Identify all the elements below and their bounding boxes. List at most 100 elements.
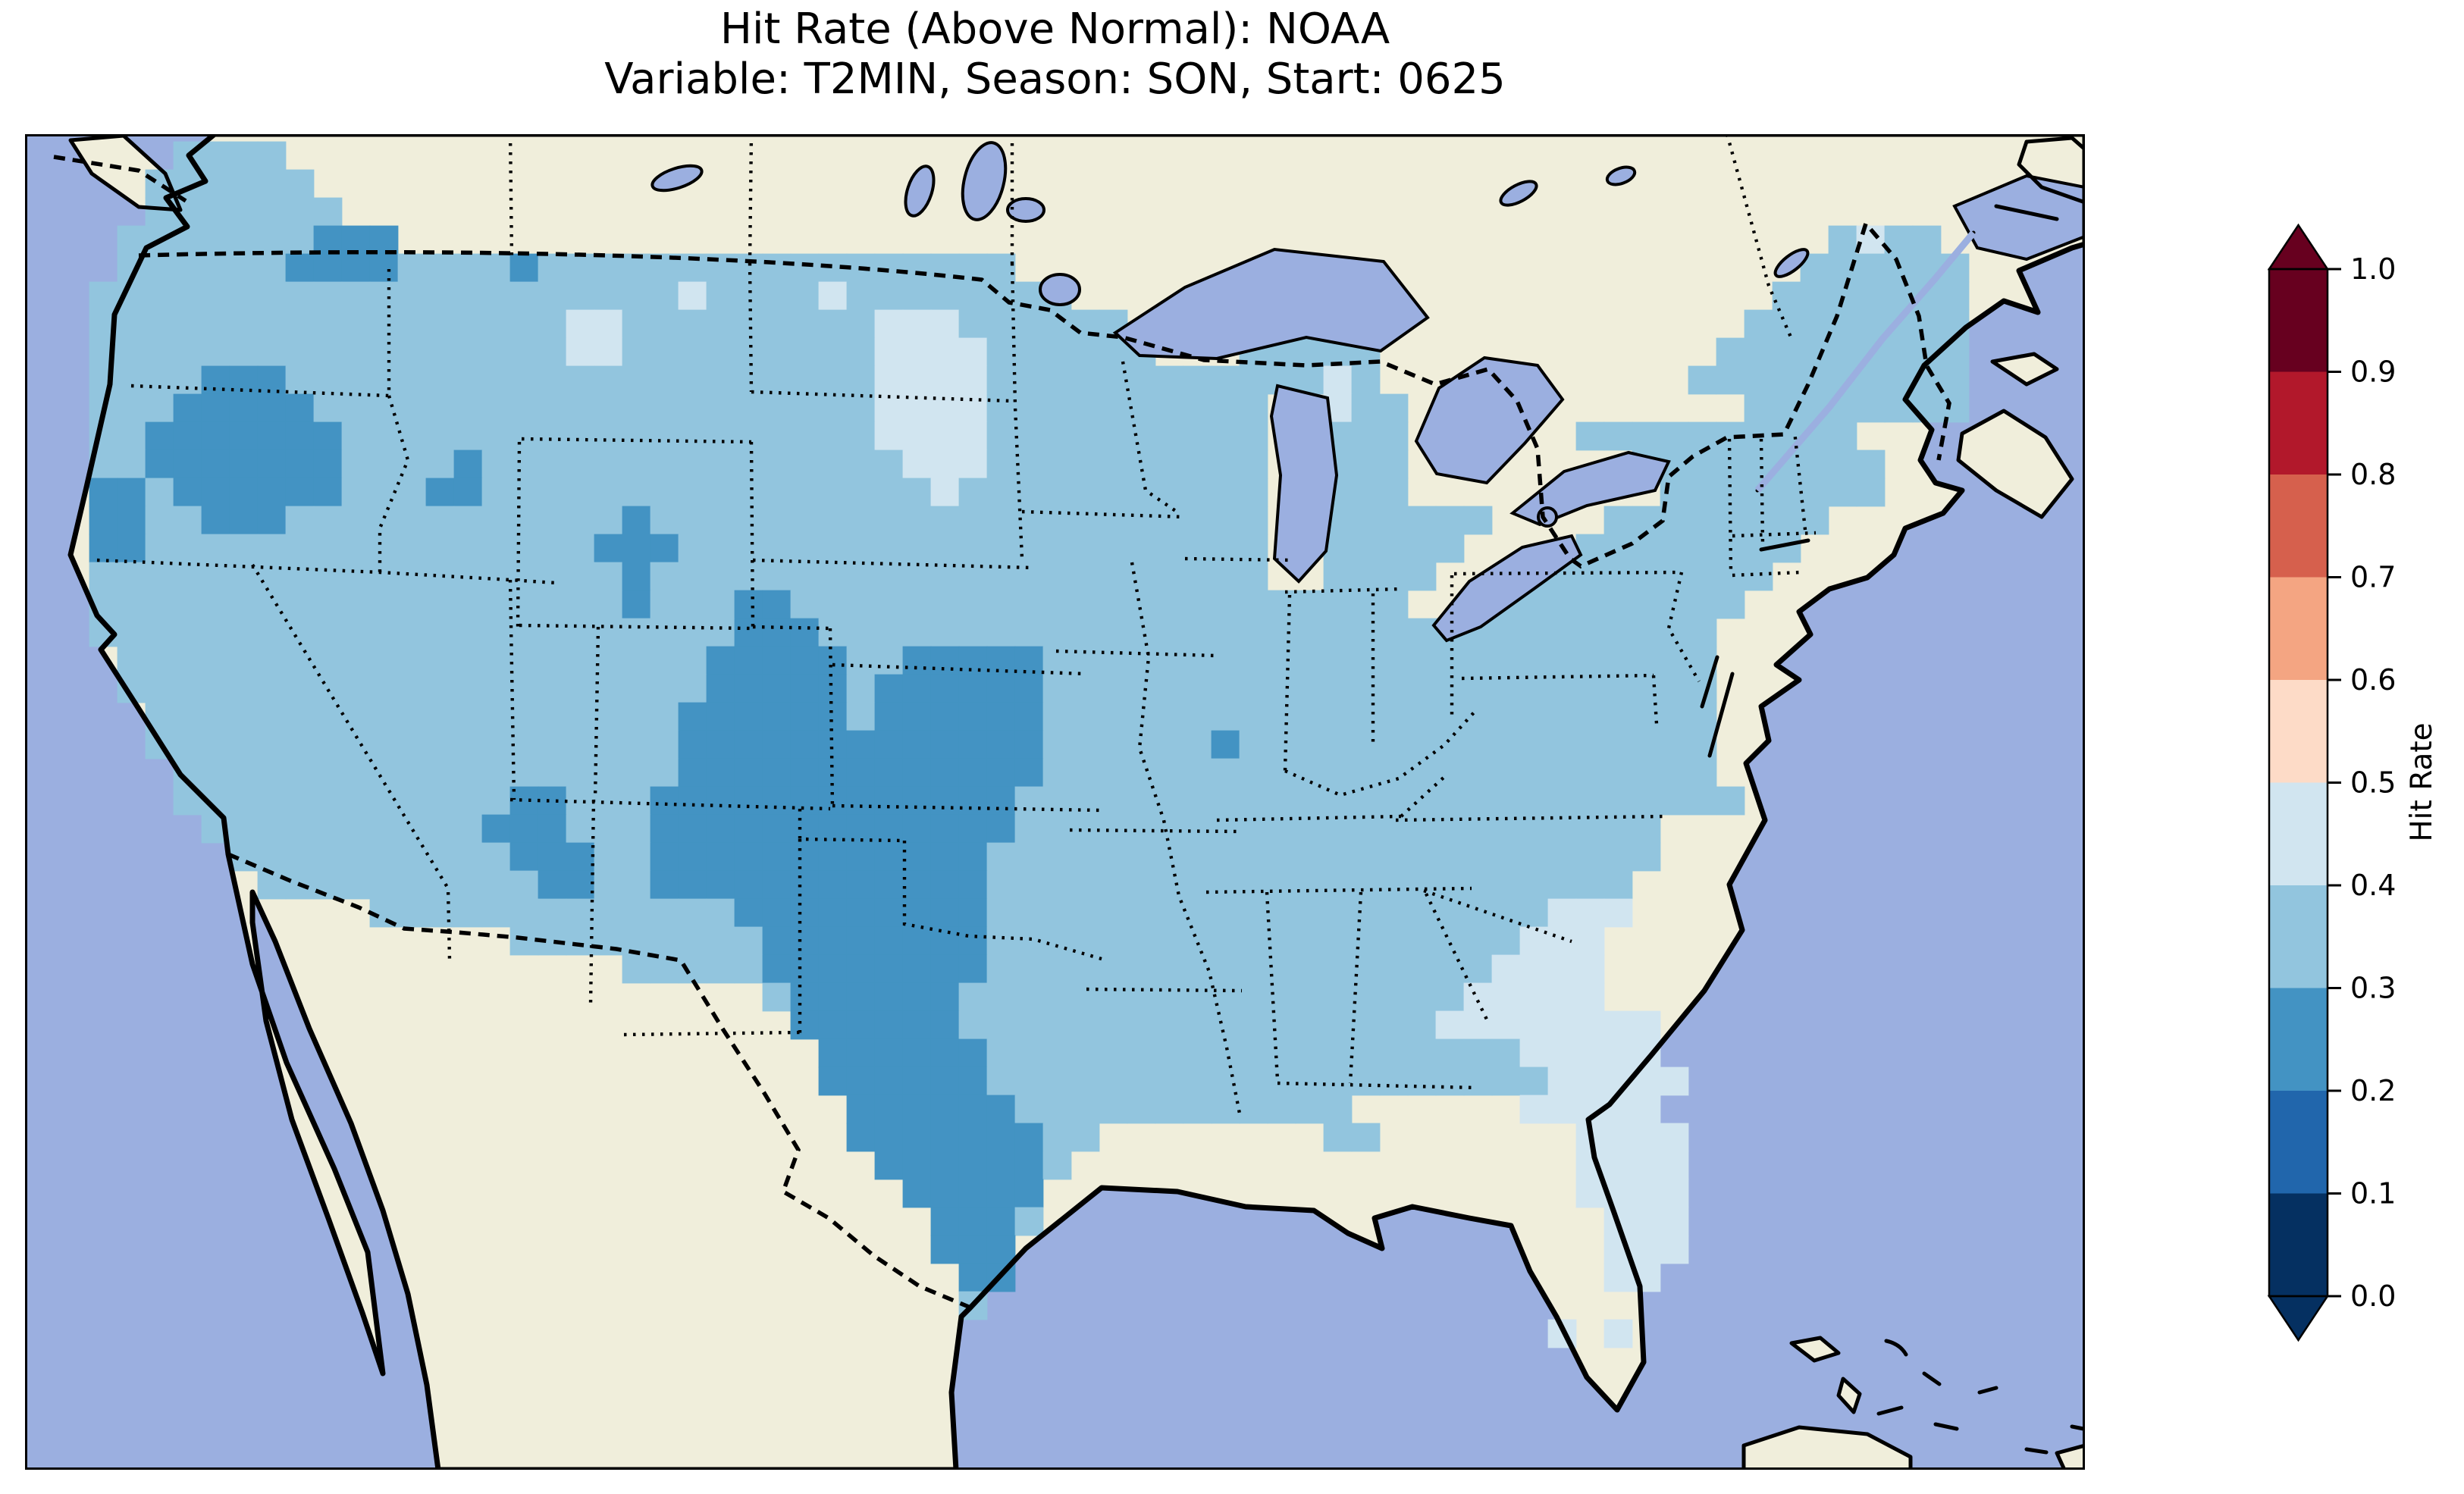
grid-cell bbox=[1379, 478, 1409, 507]
grid-cell bbox=[1407, 1010, 1437, 1040]
grid-cell bbox=[453, 534, 483, 563]
grid-cell bbox=[1042, 365, 1072, 395]
grid-cell bbox=[650, 421, 679, 451]
grid-cell bbox=[369, 337, 399, 367]
grid-cell bbox=[1014, 1010, 1044, 1040]
grid-cell bbox=[1071, 590, 1100, 619]
grid-cell bbox=[1127, 590, 1156, 619]
grid-cell bbox=[1099, 1066, 1128, 1096]
grid-cell bbox=[1351, 702, 1381, 731]
grid-cell bbox=[958, 449, 988, 479]
grid-cell bbox=[1603, 730, 1633, 760]
grid-cell bbox=[1014, 842, 1044, 872]
grid-cell bbox=[678, 534, 707, 563]
grid-cell bbox=[566, 393, 595, 423]
grid-cell bbox=[734, 702, 763, 731]
grid-cell bbox=[1014, 982, 1044, 1012]
grid-cell bbox=[1491, 1038, 1521, 1068]
grid-cell bbox=[397, 534, 427, 563]
grid-cell bbox=[1407, 870, 1437, 900]
grid-cell bbox=[285, 506, 315, 535]
grid-cell bbox=[453, 618, 483, 647]
grid-cell bbox=[201, 618, 230, 647]
grid-cell bbox=[201, 337, 230, 367]
grid-cell bbox=[89, 562, 118, 591]
grid-cell bbox=[145, 618, 174, 647]
grid-cell bbox=[1127, 786, 1156, 816]
grid-cell bbox=[509, 562, 539, 591]
grid-cell bbox=[538, 506, 567, 535]
grid-cell bbox=[257, 618, 287, 647]
grid-cell bbox=[1211, 674, 1240, 703]
grid-cell bbox=[594, 534, 623, 563]
grid-cell bbox=[201, 730, 230, 760]
grid-cell bbox=[1155, 1095, 1184, 1124]
grid-cell bbox=[453, 590, 483, 619]
grid-cell bbox=[201, 225, 230, 255]
grid-cell bbox=[1407, 674, 1437, 703]
grid-cell bbox=[1547, 758, 1577, 788]
grid-cell bbox=[678, 702, 707, 731]
grid-cell bbox=[509, 449, 539, 479]
hit-rate-grid bbox=[89, 141, 1970, 1348]
grid-cell bbox=[1155, 786, 1184, 816]
grid-cell bbox=[1295, 1038, 1324, 1068]
grid-cell bbox=[397, 478, 427, 507]
grid-cell bbox=[313, 646, 343, 675]
grid-cell bbox=[706, 449, 735, 479]
grid-cell bbox=[762, 646, 792, 675]
colorbar-segment bbox=[2269, 885, 2328, 989]
grid-cell bbox=[650, 506, 679, 535]
grid-cell bbox=[986, 478, 1016, 507]
grid-cell bbox=[930, 337, 960, 367]
grid-cell bbox=[1071, 674, 1100, 703]
grid-cell bbox=[538, 758, 567, 788]
colorbar-arrow-down bbox=[2267, 1295, 2330, 1342]
grid-cell bbox=[1435, 786, 1465, 816]
grid-cell bbox=[1239, 1066, 1268, 1096]
grid-cell bbox=[1014, 590, 1044, 619]
grid-cell bbox=[790, 1010, 820, 1040]
grid-cell bbox=[341, 786, 371, 816]
grid-cell bbox=[902, 730, 932, 760]
grid-cell bbox=[986, 786, 1016, 816]
colorbar-segment bbox=[2269, 1091, 2328, 1195]
grid-cell bbox=[1435, 1066, 1465, 1096]
grid-cell bbox=[762, 898, 792, 928]
grid-cell bbox=[1491, 646, 1521, 675]
grid-cell bbox=[229, 393, 259, 423]
grid-cell bbox=[1127, 814, 1156, 844]
grid-cell bbox=[818, 758, 848, 788]
grid-cell bbox=[1267, 758, 1296, 788]
grid-cell bbox=[1042, 478, 1072, 507]
grid-cell bbox=[1267, 702, 1296, 731]
grid-cell bbox=[1660, 1066, 1689, 1096]
grid-cell bbox=[369, 870, 399, 900]
grid-cell bbox=[1014, 393, 1044, 423]
grid-cell bbox=[1435, 954, 1465, 984]
grid-cell bbox=[1688, 478, 1717, 507]
grid-cell bbox=[1351, 506, 1381, 535]
grid-cell bbox=[678, 674, 707, 703]
grid-cell bbox=[846, 478, 876, 507]
grid-cell bbox=[1632, 1123, 1661, 1152]
grid-cell bbox=[1491, 618, 1521, 647]
grid-cell bbox=[1856, 478, 1886, 507]
grid-cell bbox=[986, 814, 1016, 844]
grid-cell bbox=[930, 534, 960, 563]
grid-cell bbox=[1211, 421, 1240, 451]
grid-cell bbox=[1463, 758, 1493, 788]
grid-cell bbox=[1211, 618, 1240, 647]
grid-cell bbox=[397, 506, 427, 535]
grid-cell bbox=[1211, 393, 1240, 423]
grid-cell bbox=[1155, 1038, 1184, 1068]
grid-cell bbox=[1042, 814, 1072, 844]
grid-cell bbox=[734, 562, 763, 591]
grid-cell bbox=[1099, 674, 1128, 703]
grid-cell bbox=[481, 421, 511, 451]
grid-cell bbox=[818, 393, 848, 423]
grid-cell bbox=[1688, 365, 1717, 395]
grid-cell bbox=[930, 758, 960, 788]
grid-cell bbox=[1295, 618, 1324, 647]
grid-cell bbox=[1155, 421, 1184, 451]
